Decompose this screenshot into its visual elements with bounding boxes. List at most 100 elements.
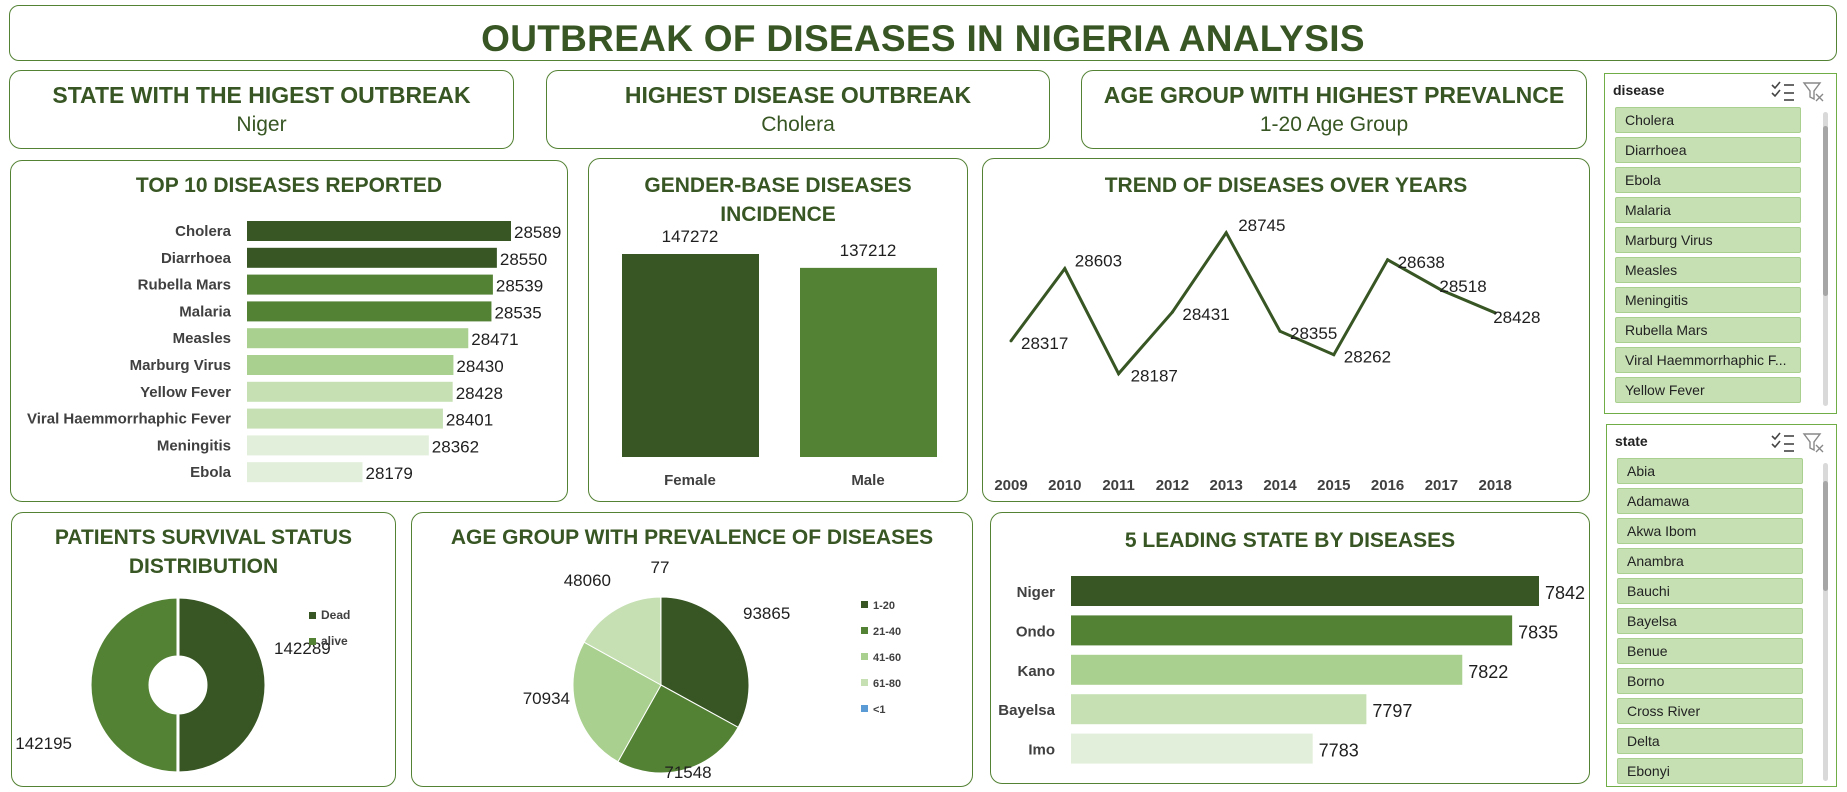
states-bar xyxy=(1071,694,1367,725)
disease-slicer-item[interactable]: Viral Haemmorrhaphic F... xyxy=(1615,347,1801,373)
state-slicer-item[interactable]: Cross River xyxy=(1617,698,1803,724)
trend-x-tick: 2017 xyxy=(1425,477,1458,494)
survival-legend-label: alive xyxy=(321,634,348,648)
state-slicer-item[interactable]: Borno xyxy=(1617,668,1803,694)
trend-x-tick: 2011 xyxy=(1102,477,1135,494)
gender-bar-chart: 147272 Female 137212 Male xyxy=(622,227,937,489)
clear-filter-icon[interactable] xyxy=(1802,82,1824,102)
gender-category-label: Male xyxy=(851,472,884,489)
states-bar xyxy=(1071,733,1313,764)
top10-category-label: Marburg Virus xyxy=(130,357,231,374)
kpi-heading: AGE GROUP WITH HIGHEST PREVALNCE xyxy=(1103,82,1565,108)
top10-bar xyxy=(247,301,492,322)
state-slicer-item[interactable]: Anambra xyxy=(1617,548,1803,574)
trend-point xyxy=(1332,353,1336,357)
state-slicer-scroll-thumb[interactable] xyxy=(1823,481,1828,591)
states-bar xyxy=(1071,576,1539,606)
trend-x-tick: 2009 xyxy=(994,477,1027,494)
age-group-panel: AGE GROUP WITH PREVALENCE OF DISEASES 93… xyxy=(411,512,973,787)
trend-value-label: 28745 xyxy=(1238,216,1285,235)
disease-slicer-item[interactable]: Measles xyxy=(1615,257,1801,283)
trend-x-tick: 2012 xyxy=(1156,477,1189,494)
disease-slicer-item[interactable]: Diarrhoea xyxy=(1615,137,1801,163)
trend-x-tick: 2016 xyxy=(1371,477,1404,494)
survival-legend-swatch xyxy=(309,612,316,619)
state-slicer-item[interactable]: Bauchi xyxy=(1617,578,1803,604)
top10-value-label: 28179 xyxy=(366,464,413,483)
age-slice xyxy=(572,641,662,763)
age-legend-swatch xyxy=(861,601,868,608)
gender-panel: GENDER-BASE DISEASES INCIDENCE 147272 Fem… xyxy=(588,158,968,502)
state-slicer-item[interactable]: Ebonyi xyxy=(1617,758,1803,784)
states-category-label: Kano xyxy=(1018,663,1056,680)
age-legend-swatch xyxy=(861,679,868,686)
age-legend-label: 1-20 xyxy=(873,600,895,612)
top10-diseases-panel: TOP 10 DISEASES REPORTED Cholera 28589 Dia… xyxy=(10,160,568,502)
top10-bar xyxy=(247,274,493,295)
state-slicer-scrollbar[interactable] xyxy=(1823,463,1828,781)
state-slicer-item[interactable]: Abia xyxy=(1617,458,1803,484)
disease-slicer-item[interactable]: Malaria xyxy=(1615,197,1801,223)
top10-category-label: Ebola xyxy=(190,464,231,481)
trend-point xyxy=(1439,288,1443,292)
top10-bar xyxy=(247,381,453,402)
trend-point xyxy=(1386,258,1390,262)
disease-slicer[interactable]: disease Cholera Diarrhoea Ebola Malaria Marb… xyxy=(1604,73,1837,414)
trend-value-label: 28187 xyxy=(1131,367,1178,386)
age-group-pie-chart: 93865 1-20 71548 21-40 70934 41-60 48060 61-80 7… xyxy=(523,558,901,782)
multi-select-icon[interactable] xyxy=(1771,81,1794,101)
states-value-label: 7835 xyxy=(1518,622,1558,642)
age-value-label: 77 xyxy=(651,558,670,577)
state-slicer-item[interactable]: Benue xyxy=(1617,638,1803,664)
state-slicer-item[interactable]: Delta xyxy=(1617,728,1803,754)
kpi-heading: HIGHEST DISEASE OUTBREAK xyxy=(624,82,972,108)
age-slice xyxy=(660,596,750,729)
state-slicer-item[interactable]: Bayelsa xyxy=(1617,608,1803,634)
trend-value-label: 28638 xyxy=(1398,253,1445,272)
disease-slicer-item[interactable]: Ebola xyxy=(1615,167,1801,193)
trend-point xyxy=(1278,329,1282,333)
trend-series-line xyxy=(1009,229,1496,377)
top10-value-label: 28362 xyxy=(432,437,479,456)
gender-value-label: 137212 xyxy=(840,241,897,260)
top10-bar xyxy=(247,435,429,456)
survival-slice xyxy=(88,595,180,775)
disease-slicer-scroll-thumb[interactable] xyxy=(1823,126,1828,296)
survival-legend-label: Dead xyxy=(321,608,350,622)
clear-filter-icon[interactable] xyxy=(1802,433,1824,453)
trend-value-label: 28603 xyxy=(1075,252,1122,271)
age-legend-label: <1 xyxy=(873,704,886,716)
age-legend-swatch xyxy=(861,705,868,712)
survival-title: PATIENTS SURVIVAL STATUS DISTRIBUTION xyxy=(54,526,353,578)
top10-value-label: 28550 xyxy=(500,250,547,269)
trend-point xyxy=(1117,372,1121,376)
trend-x-tick: 2015 xyxy=(1317,477,1350,494)
trend-value-label: 28355 xyxy=(1290,324,1337,343)
disease-slicer-item[interactable]: Marburg Virus xyxy=(1615,227,1801,253)
dashboard-title-banner: OUTBREAK OF DISEASES IN NIGERIA ANALYSIS xyxy=(9,5,1837,61)
disease-slicer-item[interactable]: Rubella Mars xyxy=(1615,317,1801,343)
states-value-label: 7797 xyxy=(1372,701,1412,721)
top10-category-label: Measles xyxy=(173,330,231,347)
disease-slicer-item[interactable]: Yellow Fever xyxy=(1615,377,1801,403)
state-slicer-item[interactable]: Adamawa xyxy=(1617,488,1803,514)
top10-category-label: Malaria xyxy=(179,303,231,320)
survival-panel: PATIENTS SURVIVAL STATUS DISTRIBUTION 14… xyxy=(11,512,396,787)
trend-value-label: 28431 xyxy=(1182,305,1229,324)
state-slicer[interactable]: state Abia Adamawa Akwa Ibom Anambra Bauchi B… xyxy=(1606,424,1837,787)
age-value-label: 70934 xyxy=(523,689,570,708)
disease-slicer-item[interactable]: Cholera xyxy=(1615,107,1801,133)
state-slicer-header: state xyxy=(1615,433,1648,449)
state-slicer-item[interactable]: Akwa Ibom xyxy=(1617,518,1803,544)
top10-bar xyxy=(247,462,363,483)
age-legend-swatch xyxy=(861,627,868,634)
disease-slicer-item[interactable]: Meningitis xyxy=(1615,287,1801,313)
top10-category-label: Diarrhoea xyxy=(161,250,232,267)
kpi-card-top-state: STATE WITH THE HIGEST OUTBREAK Niger xyxy=(9,70,514,149)
states-category-label: Imo xyxy=(1028,742,1055,759)
states-bar xyxy=(1071,615,1513,646)
multi-select-icon[interactable] xyxy=(1771,432,1794,452)
kpi-heading: STATE WITH THE HIGEST OUTBREAK xyxy=(52,82,471,108)
top10-bar xyxy=(247,408,443,429)
dashboard-title: OUTBREAK OF DISEASES IN NIGERIA ANALYSIS xyxy=(481,18,1365,59)
